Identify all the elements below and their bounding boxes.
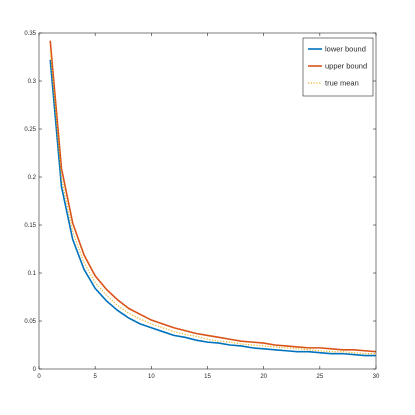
legend-label: lower bound [325,45,366,54]
series-line-2 [49,40,377,353]
series-line-3 [49,50,376,355]
series-line-1 [49,59,376,357]
y-tick-label: 0 [33,367,37,373]
y-tick-label: 0.2 [28,175,37,181]
y-tick-label: 0.1 [28,271,37,277]
x-tick-label: 25 [316,374,323,380]
legend-box [302,37,374,97]
x-tick-label: 10 [148,374,155,380]
y-tick-label: 0.35 [24,31,36,37]
ticks-layer: 0 5 10 15 20 25 30 0 0.05 0.1 0.15 0.2 0.25 0.3 0.35 [24,31,380,380]
legend: lower bound upper bound true mean [302,37,374,97]
x-tick-label: 0 [37,374,41,380]
legend-label: true mean [325,79,359,88]
x-tick-label: 30 [373,374,380,380]
x-tick-label: 20 [260,374,267,380]
x-tick-label: 5 [93,374,97,380]
y-tick-label: 0.15 [24,223,36,229]
x-tick-label: 15 [204,374,211,380]
legend-label: upper bound [325,62,367,71]
series-layer [49,40,377,357]
y-tick-label: 0.25 [24,127,36,133]
y-tick-label: 0.05 [24,319,36,325]
y-tick-label: 0.3 [28,79,37,85]
